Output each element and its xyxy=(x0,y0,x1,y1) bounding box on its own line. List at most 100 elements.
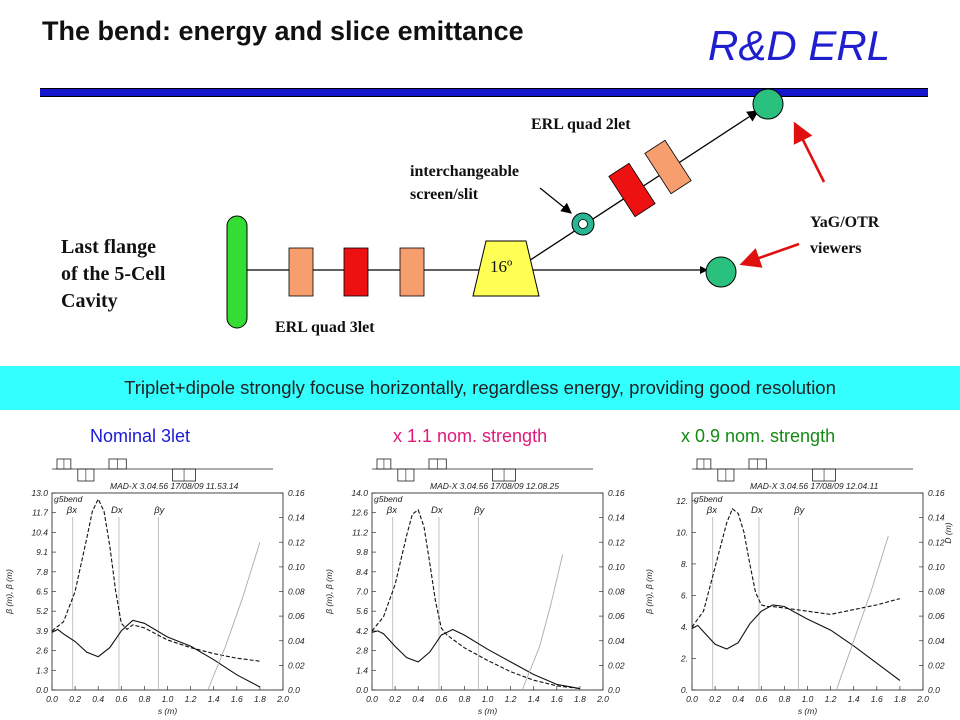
y-tick-label: 8. xyxy=(681,559,688,569)
flange-label-line: of the 5-Cell xyxy=(61,263,166,285)
quad-3let-2 xyxy=(343,247,369,297)
y-tick-label-right: 0.14 xyxy=(608,513,625,523)
caption-x11: x 1.1 nom. strength xyxy=(393,426,548,446)
series-line-y xyxy=(371,628,580,690)
x-tick-label: 0.2 xyxy=(69,694,81,704)
y-tick-label-right: 0.02 xyxy=(608,660,625,670)
y-tick-label-right: 0.04 xyxy=(928,636,945,646)
y-axis-label-left: β (m), β (m) xyxy=(644,569,654,615)
plot-frame xyxy=(51,492,284,691)
x-tick-label: 0.4 xyxy=(92,694,104,704)
summary-banner: Triplet+dipole strongly focuse horizonta… xyxy=(0,366,960,410)
y-tick-label-right: 0.08 xyxy=(928,587,945,597)
flange-label-line: Cavity xyxy=(61,290,118,312)
plot-header-left: g5bend xyxy=(54,494,83,504)
y-axis-label-left: β (m), β (m) xyxy=(4,569,14,615)
plot-header-right: MAD-X 3.04.56 17/08/09 12.08.25 xyxy=(430,481,559,491)
y-tick-label: 12.6 xyxy=(351,508,368,518)
cavity-flange xyxy=(226,215,248,329)
viewers-label-line: viewers xyxy=(810,240,862,257)
x-tick-label: 1.6 xyxy=(871,694,883,704)
brand-logo-text: R&D ERL xyxy=(708,22,891,69)
caption-nominal: Nominal 3let xyxy=(90,426,191,446)
x-tick-label: 2.0 xyxy=(596,694,609,704)
y-tick-label-right: 0.06 xyxy=(608,611,625,621)
x-axis-label: s (m) xyxy=(158,706,178,716)
y-tick-label: 11.7 xyxy=(32,508,48,518)
x-tick-label: 1.4 xyxy=(848,694,860,704)
y-axis-label-left: β (m), β (m) xyxy=(324,569,334,615)
y-tick-label-right: 0.10 xyxy=(928,562,945,572)
optics-plot-nominal: g5bend MAD-X 3.04.56 17/08/09 11.53.14 βx D… xyxy=(4,458,305,716)
y-tick-label: 13.0 xyxy=(31,488,48,498)
header-divider-bar xyxy=(40,88,928,97)
y-tick-label-right: 0.06 xyxy=(928,611,945,621)
x-tick-label: 1.6 xyxy=(551,694,563,704)
x-tick-label: 1.8 xyxy=(574,694,586,704)
legend-entry: βy xyxy=(153,505,165,516)
series-line-y xyxy=(691,604,901,681)
y-tick-label: 5.2 xyxy=(36,606,48,616)
y-tick-label-right: 0.08 xyxy=(608,587,625,597)
y-tick-label: 2.6 xyxy=(35,646,48,656)
x-tick-label: 0.0 xyxy=(686,694,698,704)
x-tick-label: 0.8 xyxy=(138,694,150,704)
x-tick-label: 0.8 xyxy=(458,694,470,704)
y-tick-label-right: 0.02 xyxy=(928,660,945,670)
page-title: The bend: energy and slice emittance xyxy=(42,16,524,46)
viewer-arrow-bottom xyxy=(739,242,800,268)
series-line-x xyxy=(691,507,901,628)
flange-label-line: Last flange xyxy=(61,236,156,258)
x-axis-label: s (m) xyxy=(798,706,818,716)
plot-header-left: g5bend xyxy=(374,494,403,504)
legend-entry: βx xyxy=(706,505,718,516)
y-tick-label: 0.0 xyxy=(356,685,368,695)
x-tick-label: 1.8 xyxy=(894,694,906,704)
y-tick-label: 11.2 xyxy=(352,527,368,537)
y-tick-label-right: 0.12 xyxy=(928,537,945,547)
legend-entry: Dx xyxy=(431,505,444,516)
y-tick-label: 7.8 xyxy=(36,567,48,577)
beamline-diagram xyxy=(226,88,826,329)
x-tick-label: 0.4 xyxy=(412,694,424,704)
plot-header-right: MAD-X 3.04.56 17/08/09 12.04.11 xyxy=(750,481,879,491)
y-tick-label: 3.9 xyxy=(36,626,48,636)
y-tick-label: 6. xyxy=(681,590,688,600)
y-tick-label-right: 0.0 xyxy=(608,685,620,695)
y-tick-label: 4. xyxy=(681,622,688,632)
y-tick-label-right: 0.0 xyxy=(288,685,300,695)
y-tick-label: 1.3 xyxy=(36,665,48,675)
y-tick-label-right: 0.12 xyxy=(288,537,305,547)
dipole-magnet xyxy=(472,240,540,297)
y-tick-label-right: 0.16 xyxy=(608,488,625,498)
y-tick-label: 5.6 xyxy=(356,606,368,616)
caption-x09: x 0.9 nom. strength xyxy=(681,426,836,446)
flange-label: Last flange of the 5-Cell Cavity xyxy=(61,234,165,315)
y-tick-label-right: 0.0 xyxy=(928,685,940,695)
viewers-label-line: YaG/OTR xyxy=(810,214,880,231)
x-tick-label: 1.8 xyxy=(254,694,266,704)
quad-3let-label: ERL quad 3let xyxy=(275,319,375,336)
y-tick-label-right: 0.04 xyxy=(288,636,305,646)
quad-3let-3 xyxy=(399,247,425,297)
y-tick-label-right: 0.14 xyxy=(288,513,305,523)
x-tick-label: 1.2 xyxy=(185,694,197,704)
y-tick-label: 7.0 xyxy=(356,587,368,597)
y-tick-label-right: 0.08 xyxy=(288,587,305,597)
y-tick-label-right: 0.16 xyxy=(928,488,945,498)
y-axis-label-right: D (m) xyxy=(943,522,953,543)
screen-label-line: screen/slit xyxy=(410,186,479,203)
x-tick-label: 0.6 xyxy=(115,694,127,704)
x-tick-label: 0.4 xyxy=(732,694,744,704)
y-tick-label-right: 0.14 xyxy=(928,513,945,523)
series-line-dx xyxy=(521,554,564,691)
viewers-label: YaG/OTR viewers xyxy=(810,210,879,262)
x-tick-label: 2.0 xyxy=(276,694,289,704)
legend-entry: βx xyxy=(66,505,78,516)
x-tick-label: 1.2 xyxy=(505,694,517,704)
x-tick-label: 1.4 xyxy=(528,694,540,704)
series-line-dx xyxy=(835,535,889,691)
dipole-angle-label: 16º xyxy=(490,257,513,276)
x-tick-label: 0.8 xyxy=(778,694,790,704)
y-tick-label-right: 0.10 xyxy=(288,562,305,572)
